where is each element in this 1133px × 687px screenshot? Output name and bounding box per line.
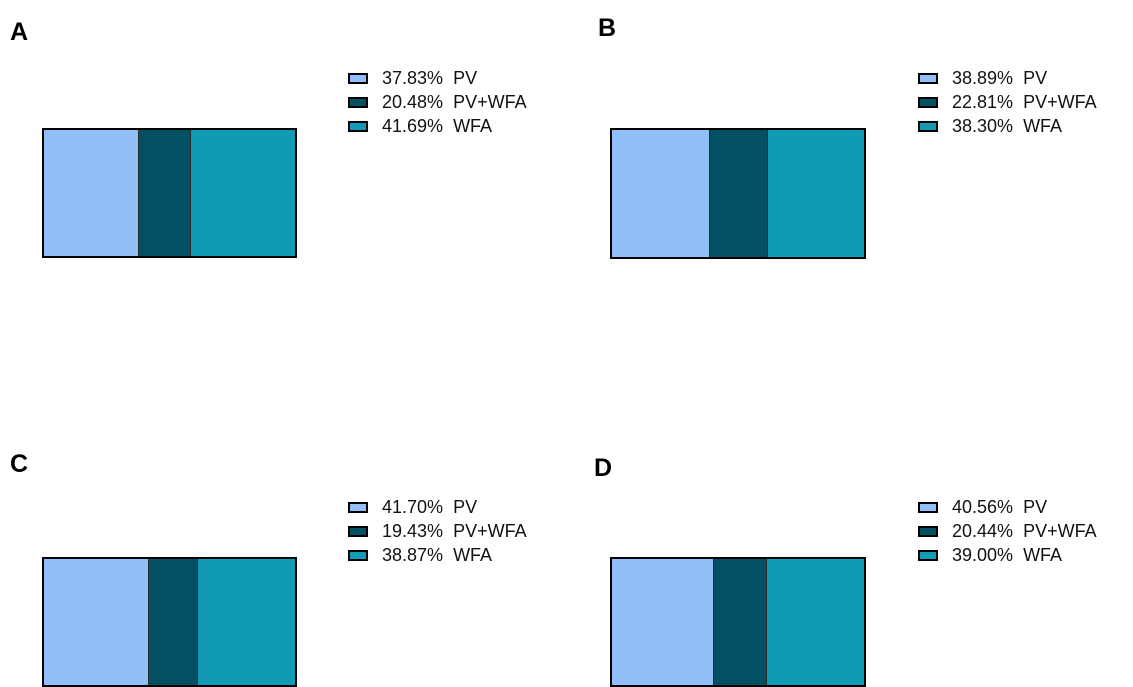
legend-series-name: PV+WFA: [1023, 520, 1097, 541]
legend-swatch: [918, 549, 938, 561]
legend-series-name: PV: [1023, 67, 1048, 88]
bar-segment-pv-wfa: [713, 559, 766, 685]
panel-label-b: B: [598, 14, 617, 42]
legend-swatch: [348, 501, 368, 513]
bar-segment-pv-wfa: [709, 130, 768, 257]
legend-percent: 38.89%: [952, 67, 1014, 88]
legend-percent: 20.44%: [952, 520, 1014, 541]
legend-swatch: [918, 96, 938, 108]
legend-item: 19.43% PV+WFA: [348, 519, 527, 543]
legend-item: 39.00% WFA: [918, 543, 1097, 567]
legend-d: 40.56% PV 20.44% PV+WFA 39.00% WFA: [918, 495, 1097, 567]
legend-item: 38.30% WFA: [918, 114, 1097, 138]
bar-segment-wfa: [765, 559, 864, 685]
legend-series-name: WFA: [453, 544, 493, 565]
legend-swatch: [918, 120, 938, 132]
legend-b: 38.89% PV 22.81% PV+WFA 38.30% WFA: [918, 66, 1097, 138]
stacked-bar-b: [610, 128, 866, 259]
legend-series-name: PV: [453, 496, 478, 517]
bar-segment-wfa: [767, 130, 864, 257]
legend-series-name: PV+WFA: [1023, 91, 1097, 112]
legend-series-name: WFA: [1023, 115, 1063, 136]
bar-segment-pv: [44, 559, 148, 685]
legend-percent: 38.87%: [382, 544, 444, 565]
legend-item: 20.48% PV+WFA: [348, 90, 527, 114]
legend-item: 22.81% PV+WFA: [918, 90, 1097, 114]
legend-series-name: PV+WFA: [453, 520, 527, 541]
legend-item: 40.56% PV: [918, 495, 1097, 519]
legend-item: 38.87% WFA: [348, 543, 527, 567]
legend-swatch: [348, 525, 368, 537]
legend-percent: 41.69%: [382, 115, 444, 136]
bar-segment-wfa: [197, 559, 295, 685]
legend-series-name: WFA: [453, 115, 493, 136]
legend-swatch: [348, 120, 368, 132]
legend-swatch: [918, 525, 938, 537]
legend-series-name: PV+WFA: [453, 91, 527, 112]
legend-percent: 22.81%: [952, 91, 1014, 112]
legend-item: 20.44% PV+WFA: [918, 519, 1097, 543]
legend-percent: 20.48%: [382, 91, 444, 112]
legend-item: 41.70% PV: [348, 495, 527, 519]
legend-series-name: PV: [1023, 496, 1048, 517]
legend-c: 41.70% PV 19.43% PV+WFA 38.87% WFA: [348, 495, 527, 567]
legend-item: 37.83% PV: [348, 66, 527, 90]
legend-series-name: WFA: [1023, 544, 1063, 565]
legend-series-name: PV: [453, 67, 478, 88]
panel-label-d: D: [594, 454, 613, 482]
legend-percent: 37.83%: [382, 67, 444, 88]
legend-a: 37.83% PV 20.48% PV+WFA 41.69% WFA: [348, 66, 527, 138]
legend-percent: 38.30%: [952, 115, 1014, 136]
bar-segment-pv: [612, 130, 710, 257]
legend-item: 38.89% PV: [918, 66, 1097, 90]
stacked-bar-d: [610, 557, 866, 687]
bar-segment-pv: [612, 559, 714, 685]
bar-segment-pv-wfa: [138, 130, 191, 256]
legend-percent: 40.56%: [952, 496, 1014, 517]
legend-swatch: [348, 549, 368, 561]
legend-swatch: [918, 501, 938, 513]
stacked-bar-a: [42, 128, 297, 258]
legend-percent: 39.00%: [952, 544, 1014, 565]
legend-percent: 19.43%: [382, 520, 444, 541]
bar-segment-wfa: [190, 130, 295, 256]
legend-item: 41.69% WFA: [348, 114, 527, 138]
panel-label-c: C: [10, 450, 29, 478]
stacked-bar-c: [42, 557, 297, 687]
legend-swatch: [918, 72, 938, 84]
legend-swatch: [348, 72, 368, 84]
legend-percent: 41.70%: [382, 496, 444, 517]
panel-label-a: A: [10, 18, 29, 46]
bar-segment-pv: [44, 130, 139, 256]
bar-segment-pv-wfa: [147, 559, 198, 685]
legend-swatch: [348, 96, 368, 108]
